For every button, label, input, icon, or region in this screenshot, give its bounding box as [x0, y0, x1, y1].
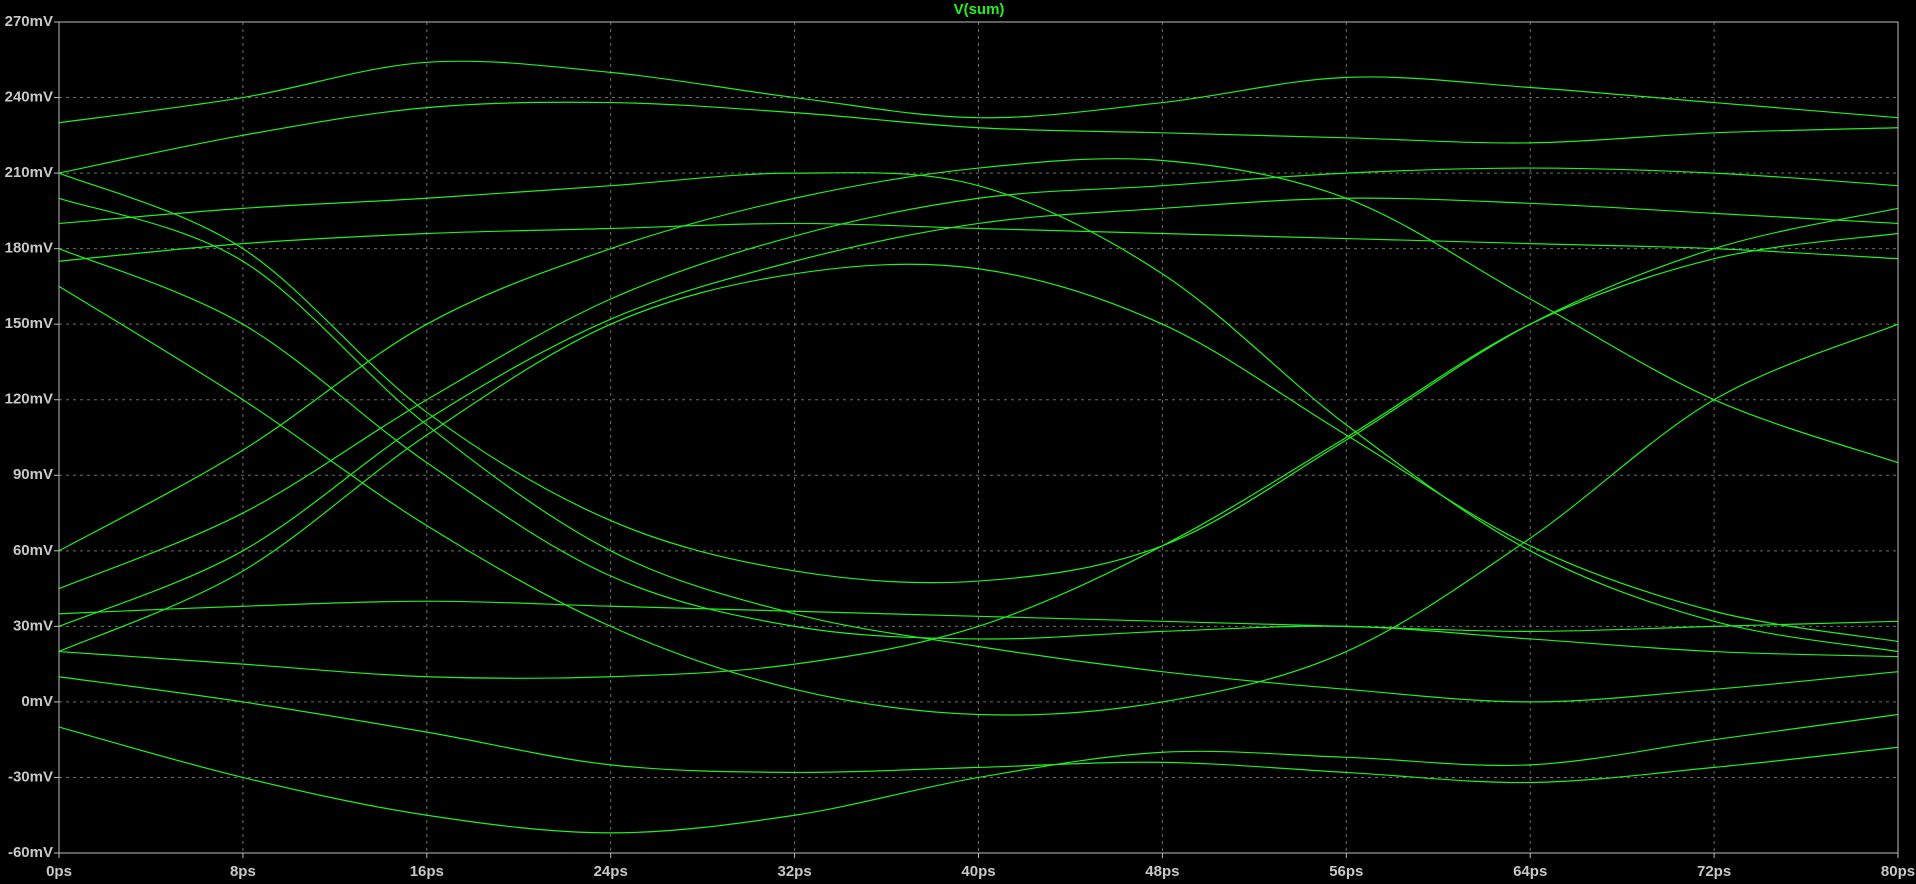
x-tick-label: 40ps	[961, 863, 995, 880]
x-tick-label: 32ps	[777, 863, 811, 880]
x-tick-label: 80ps	[1881, 863, 1915, 880]
chart-title: V(sum)	[954, 1, 1005, 18]
trace	[58, 167, 1899, 590]
trace	[58, 285, 1899, 716]
x-tick-label: 24ps	[594, 863, 628, 880]
trace	[58, 60, 1899, 124]
y-tick-label: -30mV	[8, 768, 53, 785]
trace	[58, 600, 1899, 633]
x-tick-label: 0ps	[46, 863, 72, 880]
trace	[58, 172, 1899, 653]
trace	[58, 197, 1899, 627]
trace	[58, 197, 1899, 703]
trace	[58, 248, 1899, 658]
trace	[58, 713, 1899, 834]
x-tick-label: 64ps	[1513, 863, 1547, 880]
y-tick-label: 150mV	[5, 315, 53, 332]
trace	[58, 158, 1899, 552]
x-tick-label: 48ps	[1145, 863, 1179, 880]
x-tick-label: 16ps	[410, 863, 444, 880]
y-tick-label: -60mV	[8, 844, 53, 861]
trace	[58, 101, 1899, 174]
y-tick-label: 210mV	[5, 164, 53, 181]
y-tick-label: 180mV	[5, 240, 53, 257]
x-tick-label: 8ps	[230, 863, 256, 880]
y-tick-label: 60mV	[13, 542, 53, 559]
y-tick-label: 240mV	[5, 89, 53, 106]
trace	[58, 263, 1899, 653]
plot-frame	[58, 21, 1899, 854]
y-tick-label: 90mV	[13, 466, 53, 483]
x-tick-label: 56ps	[1329, 863, 1363, 880]
y-tick-label: 0mV	[21, 693, 53, 710]
y-tick-label: 270mV	[5, 13, 53, 30]
trace	[58, 172, 1899, 584]
trace	[58, 222, 1899, 262]
y-tick-label: 120mV	[5, 391, 53, 408]
trace	[58, 232, 1899, 679]
y-tick-label: 30mV	[13, 617, 53, 634]
trace	[58, 676, 1899, 784]
x-tick-label: 72ps	[1697, 863, 1731, 880]
